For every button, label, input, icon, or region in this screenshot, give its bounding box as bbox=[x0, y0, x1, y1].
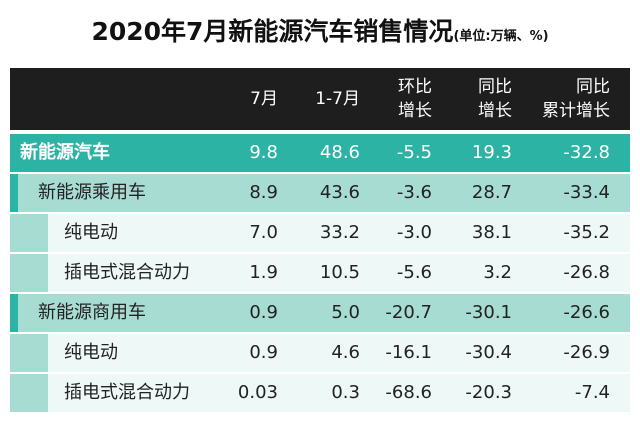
cell: -5.6 bbox=[396, 262, 432, 283]
cell: -26.8 bbox=[563, 262, 610, 283]
row-label: 新能源商用车 bbox=[38, 302, 146, 323]
row-marker bbox=[10, 214, 48, 252]
cell: -5.5 bbox=[396, 142, 432, 163]
cell: 19.3 bbox=[471, 142, 512, 163]
cell: -20.3 bbox=[465, 382, 512, 403]
cell: -20.7 bbox=[385, 302, 432, 323]
column-header: 增长 bbox=[478, 101, 512, 121]
cell: 28.7 bbox=[471, 182, 512, 203]
column-header: 增长 bbox=[398, 101, 432, 121]
title: 2020年7月新能源汽车销售情况(单位:万辆、%) bbox=[0, 12, 640, 48]
column-header: 环比 bbox=[398, 77, 432, 97]
cell: -32.8 bbox=[563, 142, 610, 163]
cell: -30.4 bbox=[465, 342, 512, 363]
cell: 5.0 bbox=[331, 302, 360, 323]
cell: 3.2 bbox=[483, 262, 512, 283]
row-marker bbox=[10, 334, 48, 372]
cell: -16.1 bbox=[385, 342, 432, 363]
cell: 48.6 bbox=[319, 142, 360, 163]
column-header: 同比 bbox=[478, 77, 512, 97]
row-label: 新能源汽车 bbox=[20, 142, 110, 163]
header-row bbox=[10, 68, 630, 130]
cell: -3.6 bbox=[396, 182, 432, 203]
cell: -33.4 bbox=[563, 182, 610, 203]
cell: 4.6 bbox=[331, 342, 360, 363]
row-bg bbox=[10, 334, 630, 372]
row-label: 插电式混合动力 bbox=[64, 262, 190, 283]
cell: 7.0 bbox=[249, 222, 278, 243]
row-bg bbox=[10, 174, 630, 212]
column-header: 1-7月 bbox=[315, 89, 360, 109]
row-label: 纯电动 bbox=[64, 342, 118, 363]
cell: 8.9 bbox=[249, 182, 278, 203]
cell: 38.1 bbox=[471, 222, 512, 243]
row-bg bbox=[10, 374, 630, 412]
cell: -30.1 bbox=[465, 302, 512, 323]
row-bg bbox=[10, 134, 630, 172]
cell: 9.8 bbox=[249, 142, 278, 163]
column-header: 累计增长 bbox=[542, 101, 610, 121]
cell: -7.4 bbox=[574, 382, 610, 403]
cell: 10.5 bbox=[319, 262, 360, 283]
unit: (单位:万辆、%) bbox=[453, 29, 549, 44]
row-label: 纯电动 bbox=[64, 222, 118, 243]
row-bg bbox=[10, 254, 630, 292]
row-marker bbox=[10, 254, 48, 292]
row-marker bbox=[10, 294, 18, 332]
cell: -35.2 bbox=[563, 222, 610, 243]
column-header: 7月 bbox=[250, 89, 278, 109]
cell: 0.9 bbox=[249, 302, 278, 323]
cell: 0.9 bbox=[249, 342, 278, 363]
column-header: 同比 bbox=[576, 77, 610, 97]
cell: 43.6 bbox=[319, 182, 360, 203]
row-bg bbox=[10, 214, 630, 252]
row-bg bbox=[10, 294, 630, 332]
cell: -26.9 bbox=[563, 342, 610, 363]
row-label: 新能源乘用车 bbox=[38, 182, 146, 203]
cell: -68.6 bbox=[385, 382, 432, 403]
cell: 0.03 bbox=[237, 382, 278, 403]
title-text: 2020年7月新能源汽车销售情况 bbox=[91, 17, 454, 46]
row-label: 插电式混合动力 bbox=[64, 382, 190, 403]
row-marker bbox=[10, 374, 48, 412]
cell: -3.0 bbox=[396, 222, 432, 243]
cell: 0.3 bbox=[331, 382, 360, 403]
row-marker bbox=[10, 174, 18, 212]
cell: 1.9 bbox=[249, 262, 278, 283]
cell: 33.2 bbox=[319, 222, 360, 243]
cell: -26.6 bbox=[563, 302, 610, 323]
